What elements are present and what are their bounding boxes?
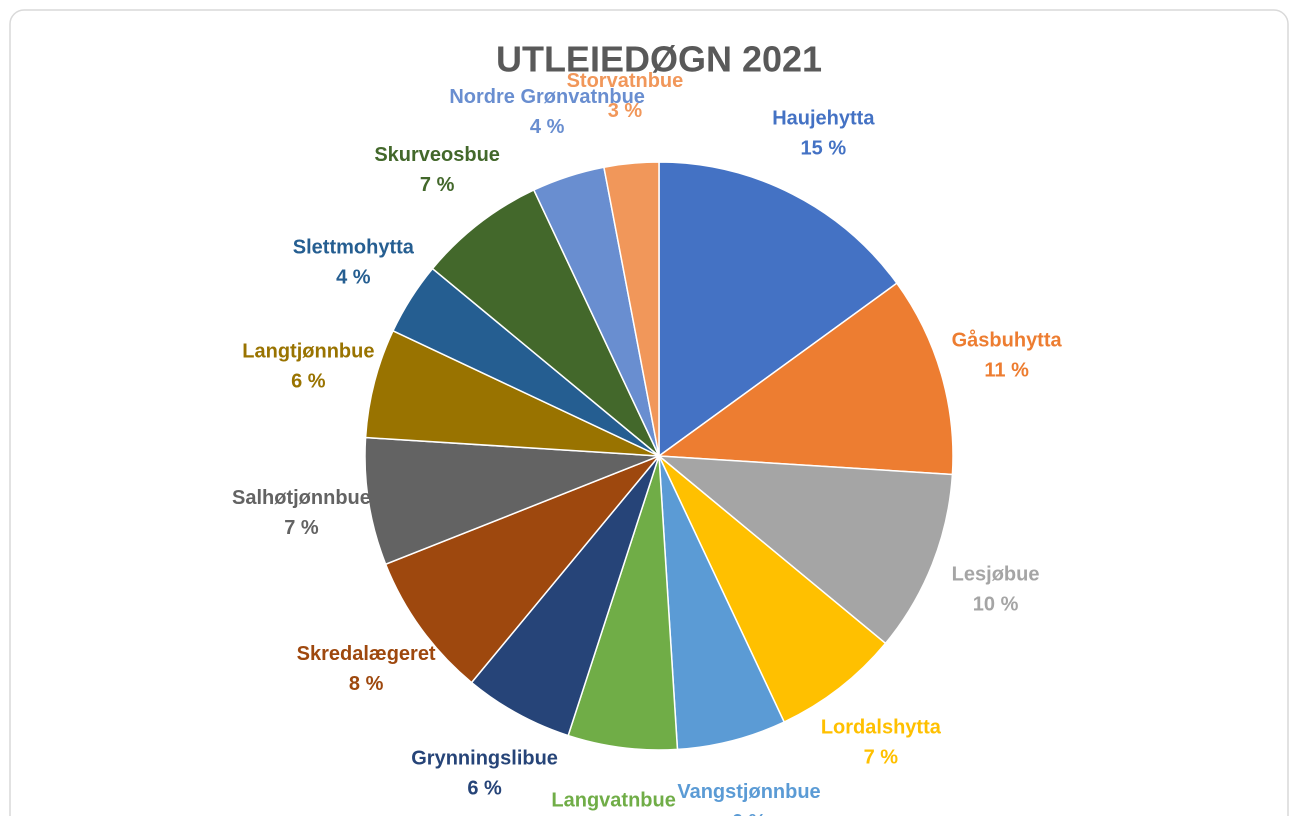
slice-label: Salhøtjønnbue bbox=[232, 487, 371, 509]
slice-value-label: 7 % bbox=[284, 517, 319, 539]
pie-slice bbox=[431, 188, 660, 457]
pie-slice bbox=[603, 161, 660, 457]
pie-slice bbox=[384, 455, 660, 684]
slice-value-label: 7 % bbox=[864, 746, 899, 768]
slice-label: Nordre Grønvatnbue bbox=[449, 86, 645, 108]
slice-label: Gåsbuhytta bbox=[952, 328, 1063, 351]
slice-label: Grynningslibue bbox=[411, 748, 558, 770]
pie-slice bbox=[658, 455, 887, 724]
slice-label: Lesjøbue bbox=[952, 564, 1040, 586]
slice-value-label: 4 % bbox=[336, 266, 371, 288]
slice-value-label: 7 % bbox=[420, 174, 455, 196]
slice-label: Lordalshytta bbox=[821, 716, 942, 738]
slice-value-label: 10 % bbox=[973, 594, 1019, 616]
slice-label: Skurveosbue bbox=[374, 144, 500, 166]
slice-value-label: 15 % bbox=[801, 138, 847, 160]
slice-value-label: 6 % bbox=[467, 778, 502, 800]
slice-value-label: 6 % bbox=[291, 370, 326, 392]
slice-value-label: 8 % bbox=[349, 673, 384, 695]
slice-value-label: 11 % bbox=[984, 359, 1029, 381]
slice-label: Langvatnbue bbox=[551, 789, 675, 811]
slice-label: Langtjønnbue bbox=[242, 340, 374, 362]
slice-value-label: 6 % bbox=[732, 811, 767, 816]
slice-label: Storvatnbue bbox=[567, 70, 684, 92]
pie-slice bbox=[658, 161, 898, 458]
slice-label: Slettmohytta bbox=[293, 236, 415, 258]
slice-label: Skredalægeret bbox=[297, 643, 436, 665]
pie-slice bbox=[656, 455, 954, 645]
pie-slice bbox=[364, 436, 660, 566]
pie-slice bbox=[656, 282, 954, 476]
slice-label: Haujehytta bbox=[772, 108, 875, 130]
chart-title: UTLEIEDØGN 2021 bbox=[496, 39, 822, 80]
slice-value-label: 3 % bbox=[608, 100, 643, 122]
slice-value-label: 4 % bbox=[530, 116, 565, 138]
slice-label: Vangstjønnbue bbox=[677, 781, 820, 803]
